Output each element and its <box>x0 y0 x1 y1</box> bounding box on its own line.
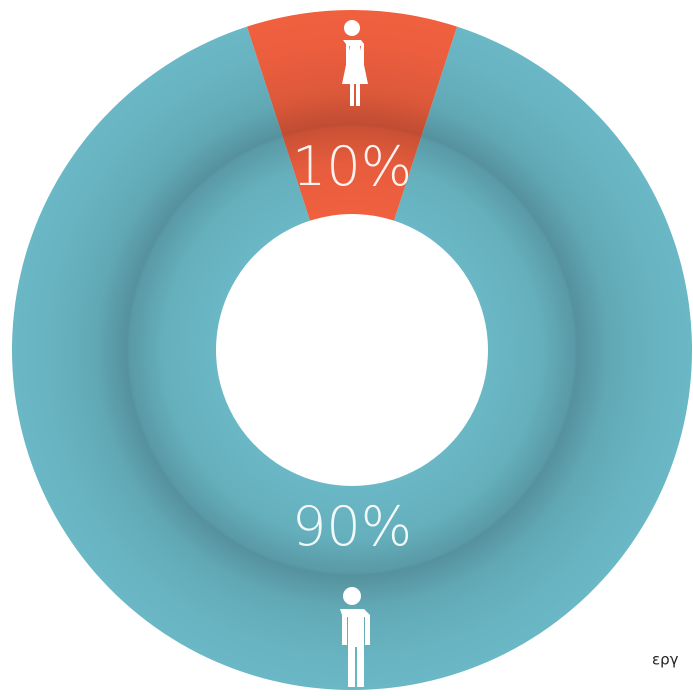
labels: 10% 90% <box>292 135 412 558</box>
value-label: 90% <box>292 495 412 558</box>
male-icon <box>340 587 370 687</box>
female-icon <box>342 20 368 106</box>
ring-shading <box>12 10 692 690</box>
annotation: εργ <box>652 651 679 669</box>
value-label: 10% <box>292 135 412 198</box>
